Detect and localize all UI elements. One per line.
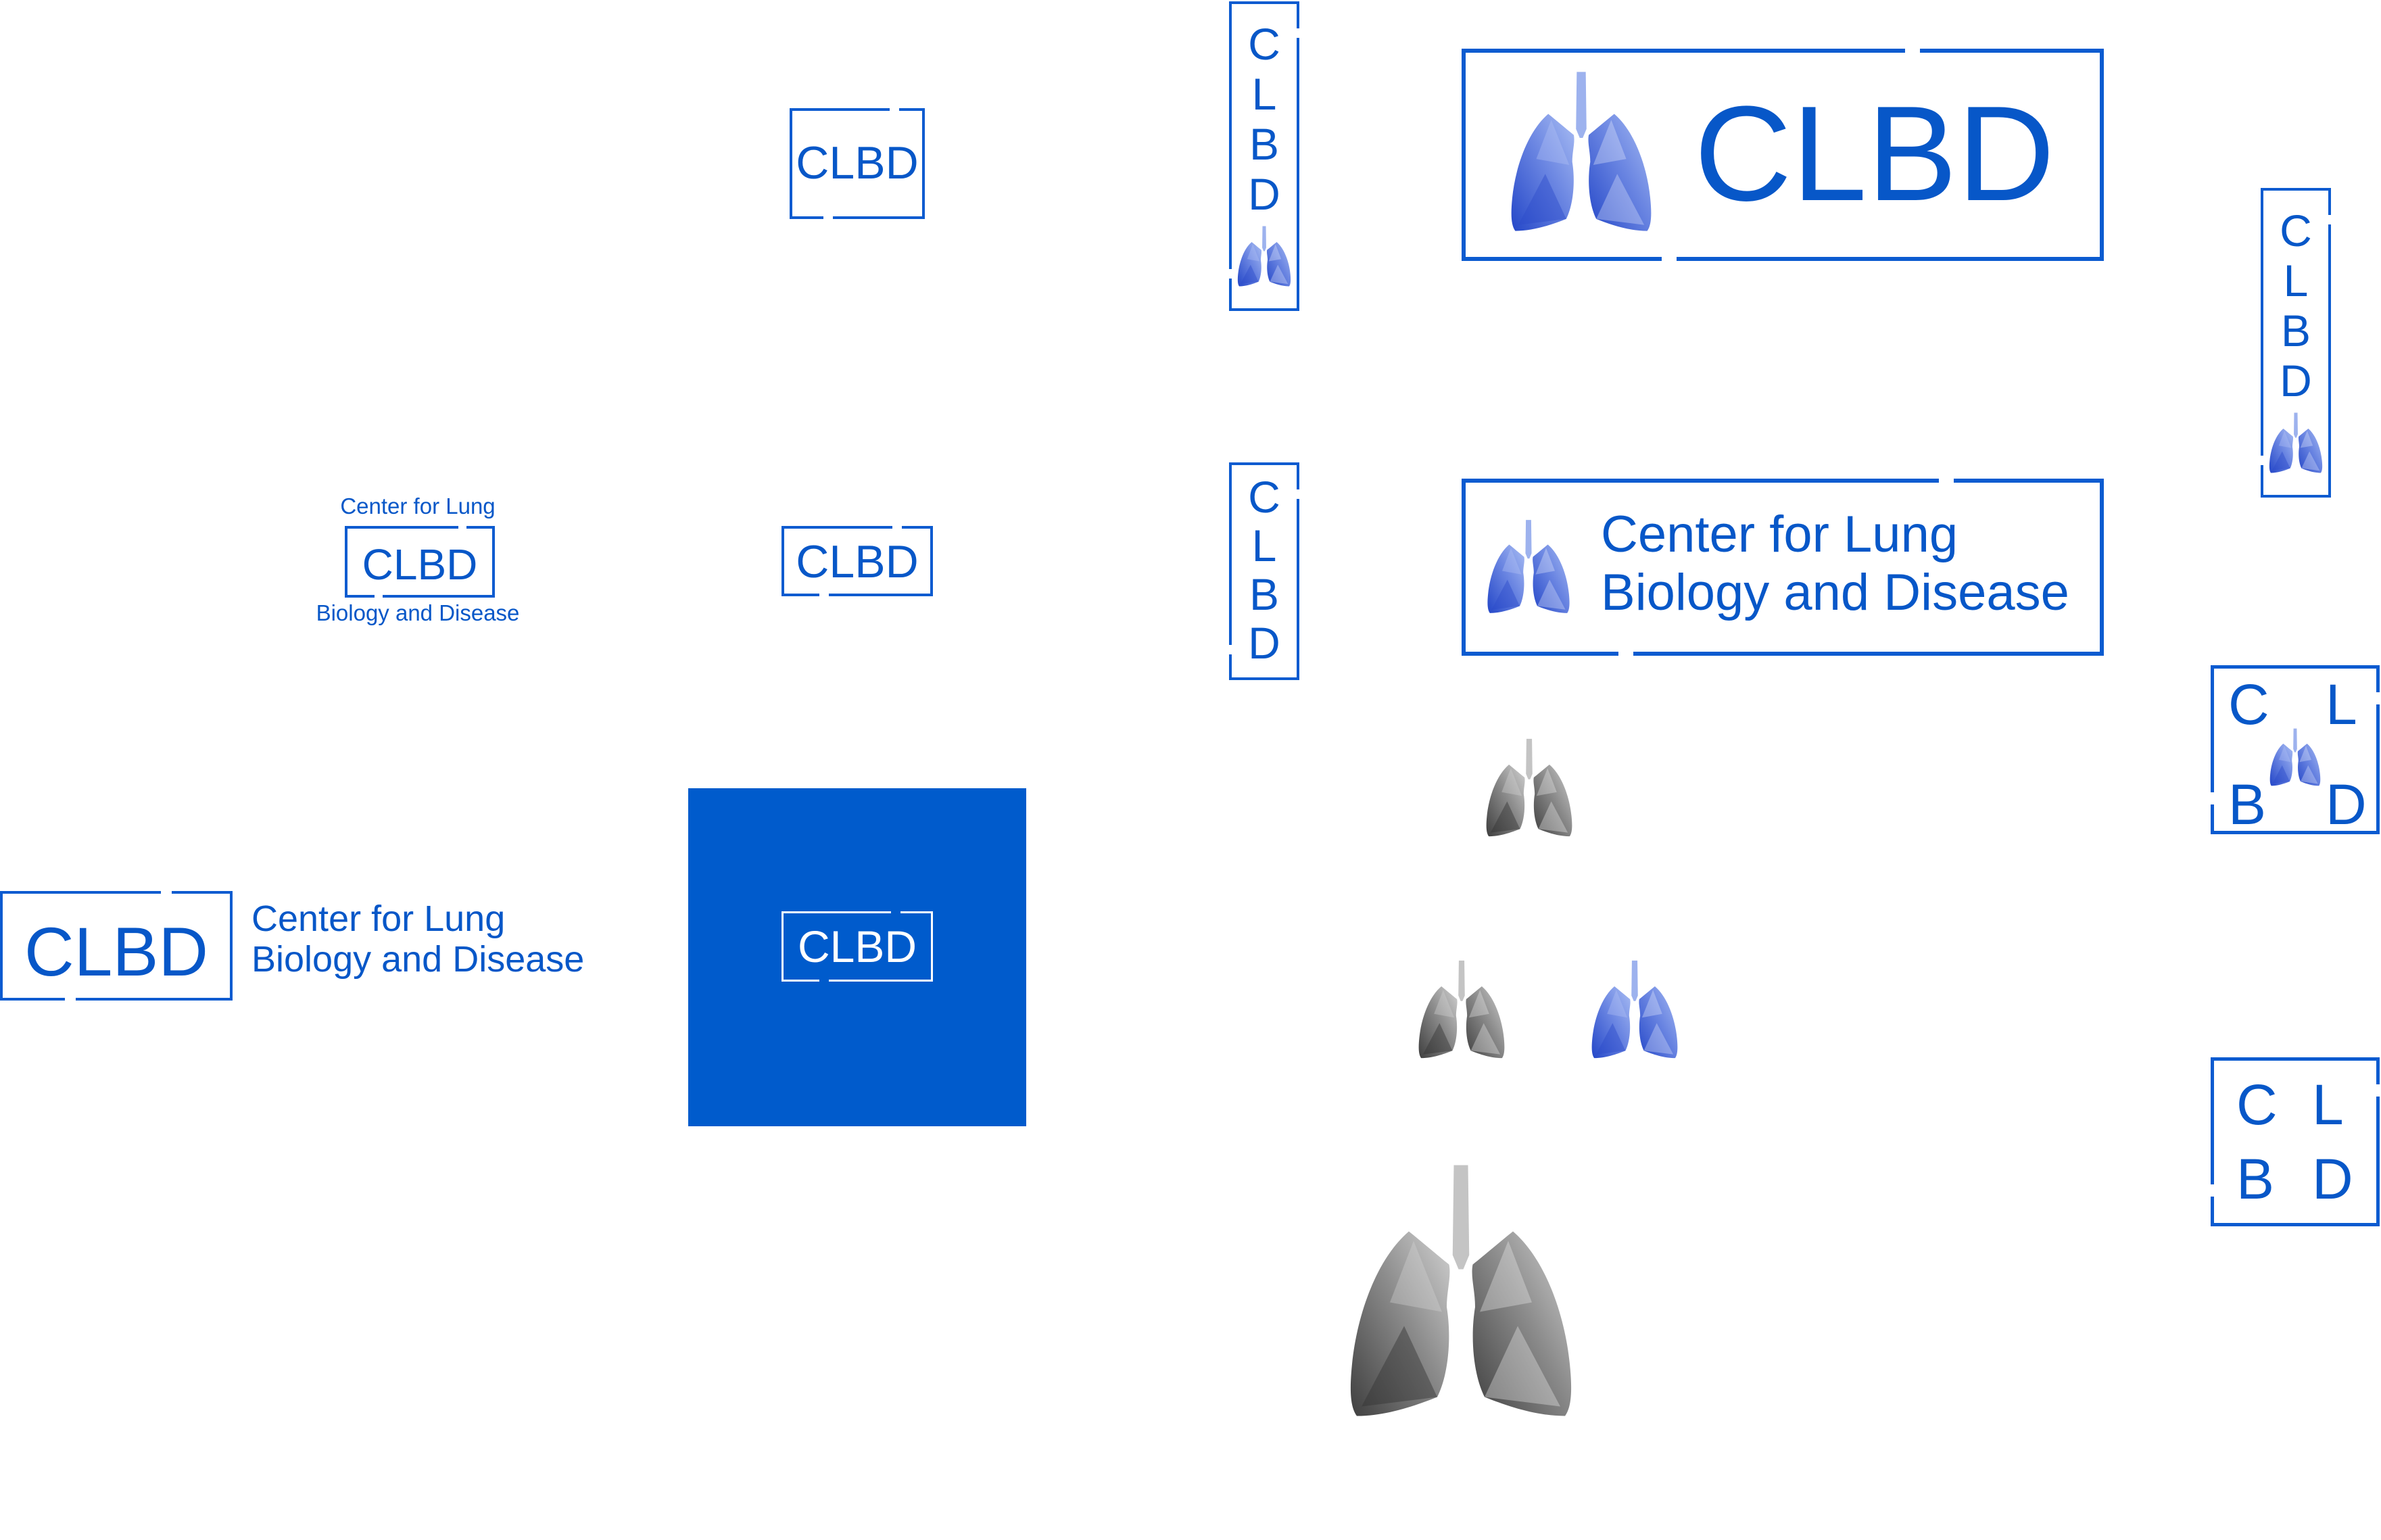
clbd-wordmark: CLBD [24,913,209,990]
letter-d: D [2280,356,2312,406]
clbd-mark-small-2: CLBD [781,525,933,598]
letter-d: D [1248,618,1280,668]
letter-c: C [1248,472,1280,522]
clbd-mark-small-1: CLBD [790,107,925,220]
clbd-wordmark: CLBD [362,540,478,589]
clbd-horizontal-text-logo: CLBD Center for Lung Biology and Disease [0,890,595,1002]
letter-c: C [2236,1073,2278,1136]
letter-l: L [2326,673,2357,736]
tagline-line2: Biology and Disease [1601,564,2069,621]
clbd-wordmark-white: CLBD [797,921,917,971]
letter-l: L [1251,521,1277,571]
letter-b: B [1249,569,1280,619]
tagline-line1: Center for Lung [251,898,506,939]
letter-b: B [1249,119,1280,169]
letter-l: L [2312,1073,2344,1136]
lung-icon [1236,224,1293,288]
letter-d: D [2326,773,2367,836]
letter-d: D [2312,1147,2353,1211]
lung-icon-gray [1483,737,1575,838]
clbd-blue-tile: CLBD [688,788,1026,1126]
tagline-line1: Center for Lung [1601,506,1958,563]
clbd-square-mark: C L B D [2208,1057,2381,1226]
clbd-wordmark: CLBD [796,137,919,189]
letter-b: B [2280,306,2311,356]
clbd-square-mark-with-lung: C L B D [2208,665,2381,836]
tagline-line2: Biology and Disease [251,939,585,980]
lung-icon [1506,69,1656,234]
letter-l: L [2283,256,2309,306]
lung-icon [1485,518,1572,615]
lung-icon [2267,727,2323,787]
letter-c: C [2280,206,2312,256]
clbd-horizontal-logo-large: CLBD [1462,47,2104,263]
letter-c: C [1248,19,1280,69]
clbd-full-name-logo: Center for Lung Biology and Disease [1462,477,2104,658]
lung-icon-gray-large [1343,1156,1579,1425]
clbd-wordmark: CLBD [796,536,919,587]
letter-b: B [2228,773,2267,836]
letter-b: B [2236,1147,2275,1211]
letter-d: D [1248,169,1280,219]
clbd-vertical-mark-with-lung-right: C L B D [2259,188,2332,498]
clbd-vertical-mark-with-lung: C L B D [1228,1,1301,311]
clbd-vertical-mark: C L B D [1228,462,1301,680]
lung-icon [2267,411,2324,475]
tagline-line2: Biology and Disease [316,600,520,625]
clbd-wordmark: CLBD [1694,78,2055,229]
lung-icon-gray [1416,959,1508,1060]
lung-icon-blue [1589,959,1681,1060]
tagline-line1: Center for Lung [340,494,496,519]
letter-l: L [1251,69,1277,119]
letter-c: C [2228,673,2269,736]
clbd-stacked-logo: Center for Lung CLBD Biology and Disease [303,494,533,629]
